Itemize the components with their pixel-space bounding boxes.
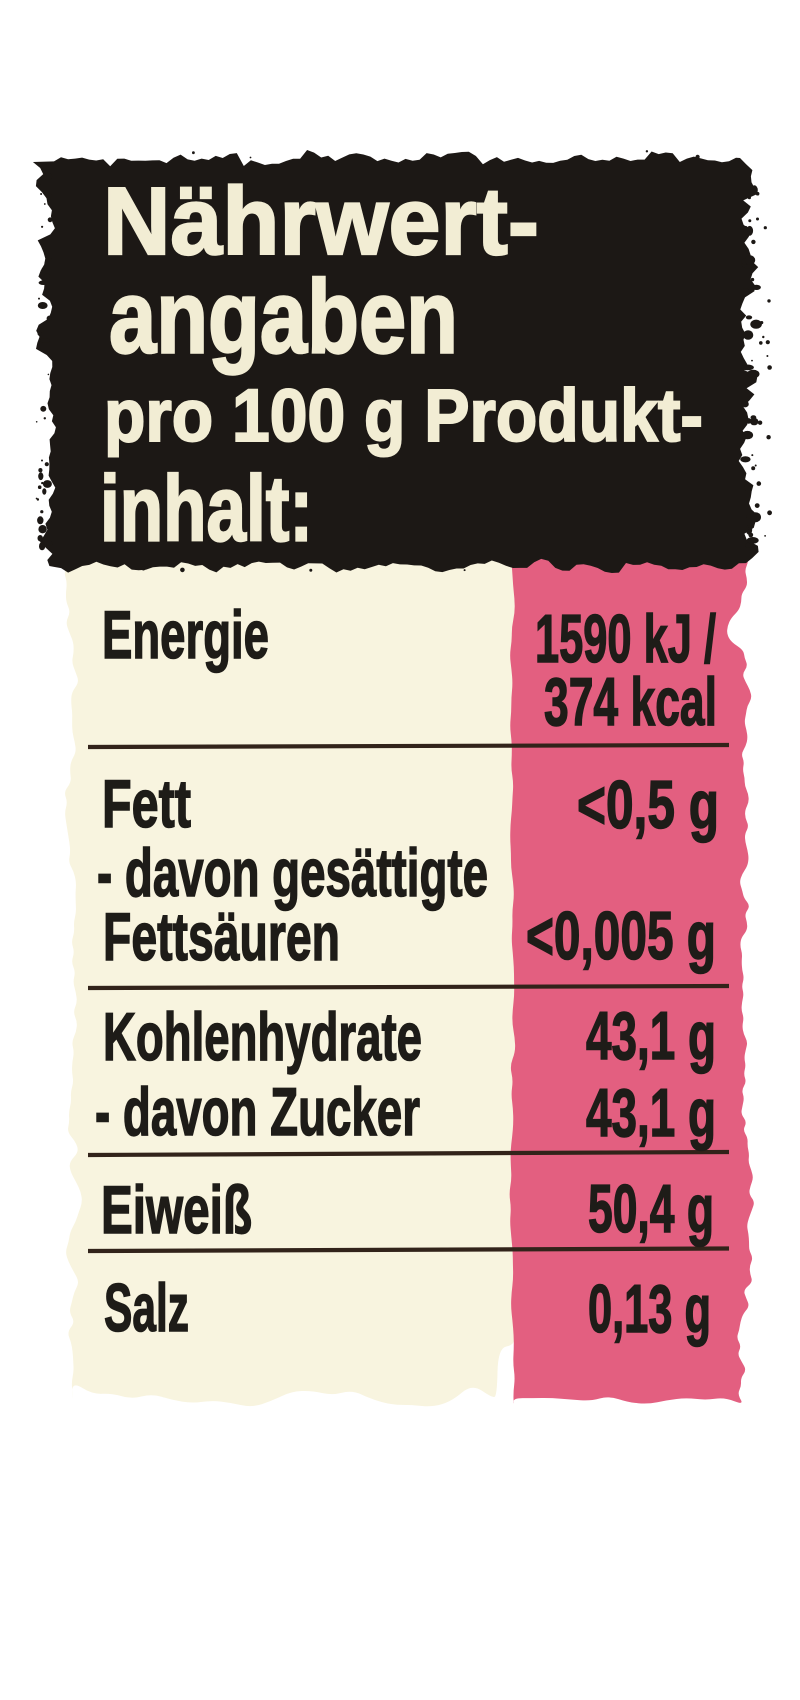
svg-text:- davon gesättigte: - davon gesättigte (97, 835, 488, 911)
svg-text:Nährwert-: Nährwert- (103, 168, 539, 275)
svg-text:43,1 g: 43,1 g (586, 1075, 716, 1151)
svg-text:1590 kJ /: 1590 kJ / (535, 601, 716, 677)
svg-text:Kohlenhydrate: Kohlenhydrate (103, 999, 422, 1075)
svg-text:angaben: angaben (109, 260, 458, 376)
svg-text:Salz: Salz (104, 1270, 189, 1346)
svg-text:<0,005 g: <0,005 g (526, 898, 716, 974)
svg-text:<0,5 g: <0,5 g (577, 767, 719, 843)
svg-text:0,13 g: 0,13 g (588, 1271, 711, 1347)
svg-text:- davon Zucker: - davon Zucker (95, 1074, 420, 1150)
svg-text:Energie: Energie (102, 597, 269, 673)
svg-text:Fett: Fett (102, 766, 191, 842)
svg-text:50,4 g: 50,4 g (588, 1171, 714, 1247)
svg-text:374 kcal: 374 kcal (544, 664, 717, 740)
svg-text:43,1 g: 43,1 g (586, 998, 716, 1074)
svg-text:Eiweiß: Eiweiß (101, 1172, 252, 1248)
svg-text:inhalt:: inhalt: (100, 457, 313, 561)
svg-text:Fettsäuren: Fettsäuren (103, 899, 340, 975)
svg-text:pro 100 g Produkt-: pro 100 g Produkt- (104, 374, 703, 457)
